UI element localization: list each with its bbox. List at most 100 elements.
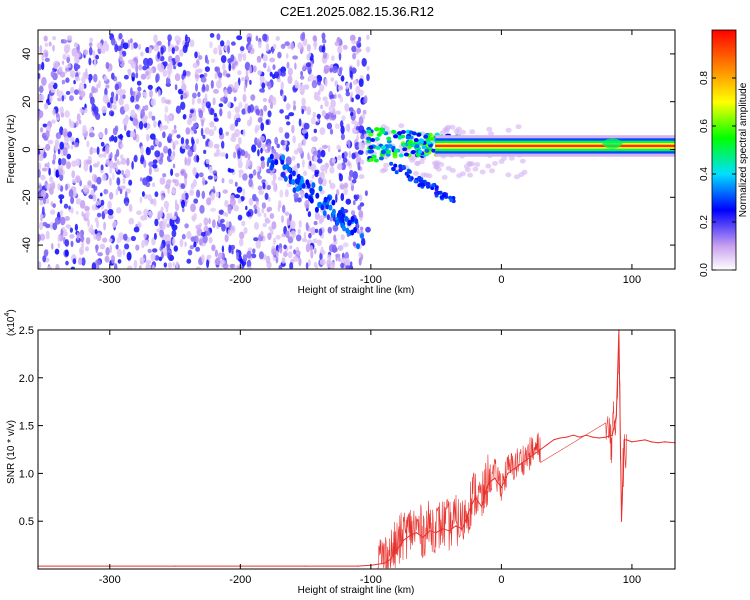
heatmap-cell — [150, 253, 156, 261]
heatmap-cell — [119, 52, 124, 62]
heatmap-cell — [247, 105, 251, 114]
heatmap-cell — [122, 177, 126, 185]
heatmap-cell — [316, 113, 321, 119]
colorbar-tick-label: 0.8 — [699, 71, 710, 85]
snr-point — [631, 441, 633, 443]
heatmap-cell — [292, 100, 296, 106]
heatmap-cell — [315, 192, 320, 199]
heatmap-cell — [245, 68, 249, 77]
heatmap-cell — [360, 134, 365, 140]
heatmap-cell — [104, 145, 110, 154]
heatmap-cell — [112, 172, 115, 181]
y-tick-label: 0.5 — [19, 516, 34, 528]
heatmap-cell — [193, 198, 199, 204]
heatmap-cell — [173, 125, 177, 130]
heatmap-cell — [140, 73, 147, 80]
heatmap-cell — [228, 168, 235, 173]
heatmap-cell — [60, 158, 67, 166]
heatmap-cell — [339, 184, 345, 190]
heatmap-cell — [76, 113, 81, 122]
snr-point — [637, 440, 640, 442]
y-tick-label: 2.0 — [19, 373, 34, 385]
heatmap-cell — [342, 44, 348, 50]
heatmap-cell — [439, 130, 446, 136]
heatmap-cell — [337, 93, 342, 99]
heatmap-cell — [182, 114, 187, 120]
heatmap-cell — [222, 95, 228, 104]
spectrogram-x-axis-label: Height of straight line (km) — [298, 285, 415, 296]
heatmap-cell — [107, 102, 111, 108]
heatmap-cell — [149, 133, 156, 140]
heatmap-cell — [92, 194, 97, 202]
snr-point — [402, 539, 405, 541]
heatmap-cell — [215, 191, 220, 198]
heatmap-cell — [180, 170, 185, 175]
heatmap-cell — [186, 158, 191, 166]
heatmap-cell — [456, 173, 463, 179]
heatmap-cell — [132, 42, 138, 49]
heatmap-cell — [95, 113, 101, 120]
heatmap-cell — [247, 45, 253, 52]
heatmap-cell — [38, 184, 42, 190]
snr-point — [513, 468, 516, 470]
heatmap-cell — [228, 244, 232, 254]
heatmap-cell — [279, 247, 283, 254]
heatmap-cell — [201, 254, 205, 263]
heatmap-cell — [248, 197, 254, 206]
heatmap-cell — [186, 258, 192, 264]
heatmap-cell — [64, 249, 69, 257]
heatmap-cell — [117, 134, 124, 139]
heatmap-cell — [181, 79, 185, 86]
heatmap-cell — [190, 136, 194, 145]
heatmap-cell — [242, 129, 246, 137]
heatmap-cell — [282, 204, 286, 213]
heatmap-cell — [135, 63, 139, 73]
heatmap-cell — [370, 138, 376, 142]
heatmap-cell — [257, 149, 260, 157]
heatmap-cell — [158, 256, 163, 262]
heatmap-cell — [175, 105, 181, 114]
heatmap-cell — [54, 142, 59, 152]
heatmap-cell — [163, 200, 169, 209]
heatmap-cell — [297, 42, 303, 50]
heatmap-cell — [283, 175, 288, 182]
heatmap-cell — [489, 168, 495, 174]
heatmap-cell — [193, 143, 197, 153]
heatmap-cell — [306, 53, 311, 61]
snr-point — [611, 434, 613, 436]
heatmap-cell — [61, 60, 65, 65]
heatmap-cell — [57, 148, 61, 155]
heatmap-cell — [313, 128, 317, 134]
heatmap-cell — [75, 158, 81, 167]
heatmap-cell — [349, 169, 354, 178]
heatmap-cell — [44, 102, 49, 110]
heatmap-cell — [163, 247, 167, 257]
heatmap-cell — [256, 165, 260, 172]
heatmap-cell — [252, 248, 256, 254]
heatmap-cell — [285, 230, 290, 239]
heatmap-cell — [287, 67, 293, 76]
heatmap-cell — [63, 44, 70, 54]
heatmap-cell — [345, 227, 350, 234]
heatmap-cell — [220, 55, 227, 64]
heatmap-cell — [94, 185, 98, 191]
heatmap-cell — [300, 33, 305, 42]
heatmap-cell — [415, 153, 421, 158]
heatmap-cell — [204, 66, 210, 72]
heatmap-cell — [236, 35, 243, 41]
heatmap-cell — [359, 194, 363, 202]
heatmap-cell — [58, 158, 62, 166]
heatmap-cell — [187, 149, 193, 157]
heatmap-cell — [98, 153, 104, 158]
heatmap-cell — [320, 171, 325, 180]
heatmap-cell — [203, 217, 209, 226]
heatmap-cell — [239, 231, 245, 240]
heatmap-cell — [213, 112, 217, 117]
heatmap-cell — [312, 150, 319, 156]
heatmap-cell — [366, 65, 370, 72]
heatmap-cell — [62, 128, 68, 137]
heatmap-cell — [249, 65, 252, 74]
heatmap-cell — [320, 204, 325, 211]
heatmap-cell — [248, 173, 254, 179]
heatmap-cell — [368, 145, 374, 150]
